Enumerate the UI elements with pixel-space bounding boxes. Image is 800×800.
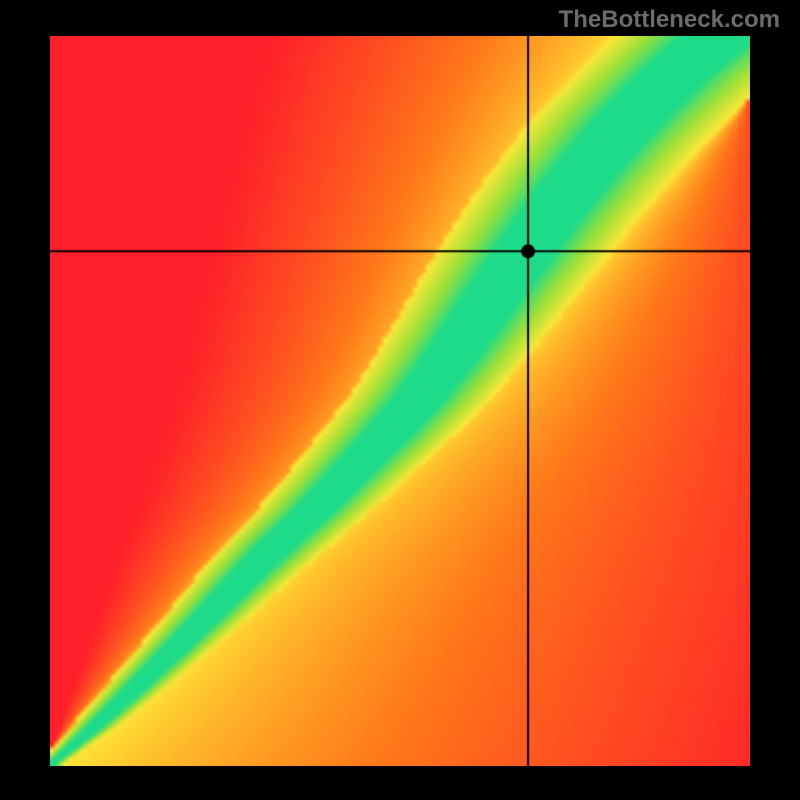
chart-container: TheBottleneck.com: [0, 0, 800, 800]
watermark-text: TheBottleneck.com: [559, 6, 780, 34]
crosshair-overlay: [50, 36, 750, 766]
